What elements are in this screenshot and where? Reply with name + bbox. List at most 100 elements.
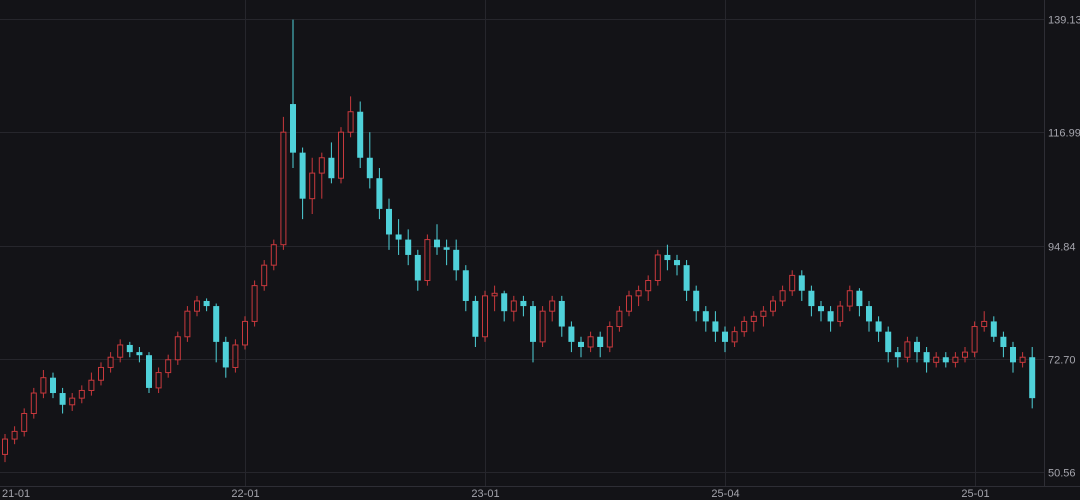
candle-down	[462, 265, 469, 312]
candle-body	[962, 351, 968, 358]
candle-body	[366, 157, 373, 179]
y-tick-label: 139.13	[1048, 15, 1080, 27]
candle-down	[712, 311, 719, 342]
candle-down	[472, 295, 479, 347]
candle-up	[78, 385, 85, 404]
candle-up	[40, 370, 47, 399]
candle-body	[59, 393, 66, 405]
candle-body	[606, 326, 613, 348]
candle-up	[654, 249, 661, 286]
y-tick-label: 50.56	[1048, 468, 1076, 480]
candle-body	[1019, 356, 1026, 363]
candle-down	[126, 341, 133, 358]
candle-down	[568, 321, 575, 353]
candle-down	[146, 352, 152, 394]
candle-body	[347, 111, 354, 133]
y-tick-label: 72.70	[1048, 355, 1076, 367]
candle-body	[1000, 336, 1007, 347]
candle-down	[856, 288, 863, 317]
candle-up	[491, 285, 498, 312]
candle-up	[779, 285, 786, 307]
candle-body	[914, 341, 920, 353]
candle-body	[770, 300, 776, 312]
candle-up	[741, 316, 748, 337]
x-tick-label: 23-01	[471, 488, 499, 500]
candle-down	[501, 290, 508, 322]
candle-body	[587, 336, 594, 348]
candle-up	[750, 311, 757, 332]
candle-down	[722, 326, 728, 353]
candle-down	[923, 346, 930, 373]
candle-body	[904, 341, 911, 358]
candle-down	[328, 142, 335, 184]
candle-up	[107, 352, 114, 373]
candle-body	[434, 239, 440, 248]
candle-up	[1019, 352, 1026, 368]
candle-up	[309, 157, 316, 215]
candle-down	[798, 270, 805, 301]
candle-up	[962, 346, 968, 363]
candle-up	[270, 239, 277, 271]
candle-body	[597, 336, 604, 347]
candle-down	[299, 147, 306, 220]
candle-up	[98, 362, 104, 386]
candle-body	[21, 412, 28, 432]
candle-up	[616, 306, 623, 332]
candle-up	[645, 275, 652, 301]
candle-up	[626, 290, 632, 317]
candle-body	[290, 104, 296, 153]
candle-down	[1010, 341, 1016, 373]
candle-down	[50, 372, 56, 399]
candle-body	[635, 290, 642, 297]
candle-body	[270, 244, 277, 266]
candle-body	[280, 131, 287, 246]
candle-body	[942, 357, 949, 363]
candle-down	[683, 260, 690, 301]
candle-up	[242, 316, 248, 350]
candle-up	[21, 408, 28, 437]
candle-body	[11, 430, 18, 440]
candle-down	[414, 249, 421, 291]
candle-body	[174, 336, 181, 361]
candle-body	[856, 290, 863, 307]
candle-body	[299, 152, 306, 199]
candle-up	[424, 234, 431, 286]
candle-down	[136, 346, 143, 363]
candle-down	[827, 306, 834, 332]
candle-body	[702, 311, 709, 322]
candle-down	[453, 239, 460, 281]
candle-body	[242, 320, 248, 346]
candle-body	[530, 306, 536, 342]
candle-body	[40, 377, 47, 394]
candle-body	[184, 310, 191, 338]
x-tick-label: 25-01	[961, 488, 989, 500]
candle-down	[213, 303, 220, 363]
candle-body	[578, 341, 584, 347]
candle-body	[482, 295, 488, 338]
candle-up	[549, 295, 556, 322]
candle-body	[616, 310, 623, 328]
candle-body	[424, 239, 431, 282]
candle-body	[395, 234, 402, 240]
candle-down	[818, 300, 824, 322]
grid	[0, 0, 1080, 487]
candle-up	[606, 321, 613, 353]
candle-down	[395, 219, 402, 255]
candle-up	[318, 152, 325, 199]
candle-body	[30, 392, 37, 414]
y-axis: 139.13 116.99 94.84 72.70 50.56	[1048, 15, 1080, 480]
candle-up	[232, 339, 239, 373]
x-tick-label: 22-01	[231, 488, 259, 500]
candle-body	[626, 295, 632, 312]
candle-body	[693, 290, 700, 312]
candle-body	[386, 208, 392, 235]
candle-down	[520, 295, 527, 317]
candle-down	[597, 331, 604, 358]
candle-down	[357, 101, 364, 168]
candle-up	[30, 387, 37, 419]
candle-up	[952, 352, 959, 368]
candle-body	[645, 280, 652, 292]
candle-down	[894, 346, 901, 368]
candle-down	[530, 300, 536, 363]
